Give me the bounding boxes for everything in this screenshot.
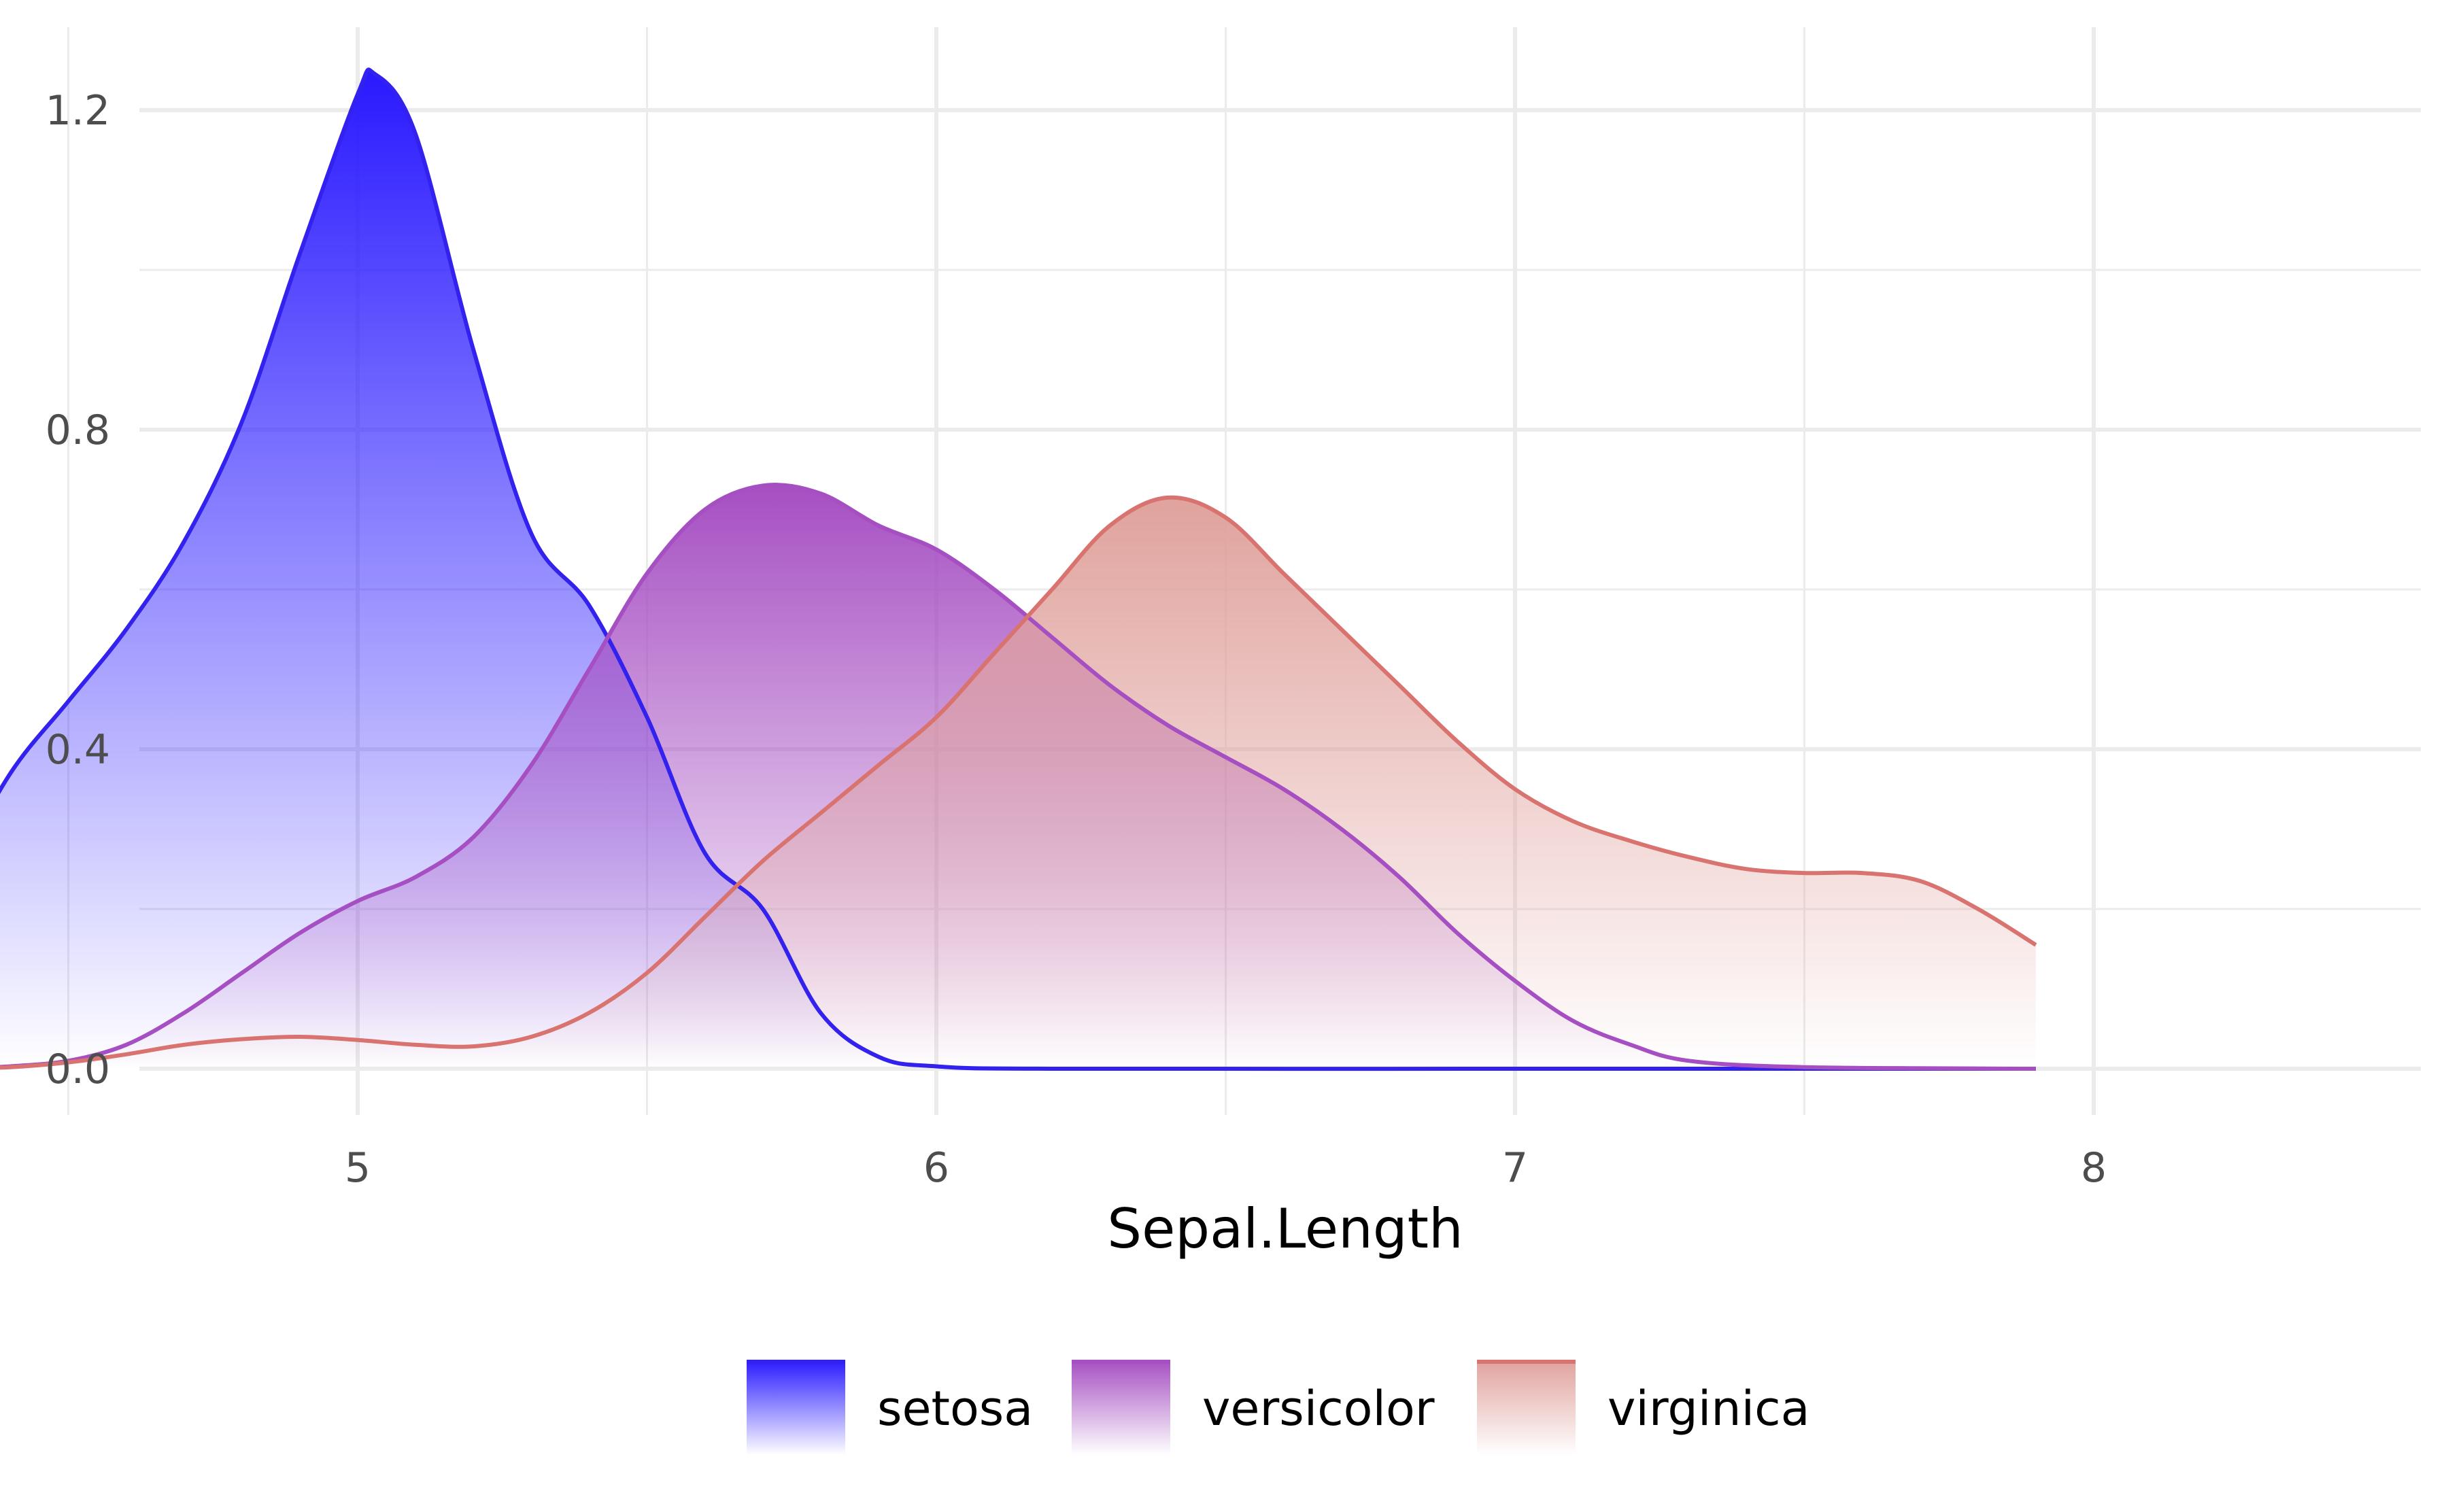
density-line-virginica: [0, 495, 2037, 1070]
x-tick-label: 7: [1502, 1144, 1528, 1192]
density-area-virginica: [0, 497, 2036, 1069]
density-lines: [0, 67, 2037, 1071]
legend-item-versicolor: versicolor: [1072, 1360, 1435, 1455]
x-tick-label: 6: [923, 1144, 949, 1192]
density-areas: [0, 69, 2036, 1069]
y-tick-label: 0.8: [46, 407, 110, 454]
legend-label-versicolor: versicolor: [1202, 1381, 1435, 1437]
x-axis-ticks: 5 6 7 8: [345, 1144, 2107, 1192]
y-axis-ticks: 0.0 0.4 0.8 1.2: [46, 87, 110, 1093]
y-tick-label: 1.2: [46, 87, 110, 135]
legend-item-setosa: setosa: [747, 1360, 1033, 1455]
legend-item-virginica: virginica: [1477, 1360, 1810, 1455]
x-tick-label: 8: [2081, 1144, 2107, 1192]
legend-label-virginica: virginica: [1608, 1381, 1810, 1437]
x-axis-title: Sepal.Length: [1107, 1197, 1463, 1260]
legend-key-setosa: [747, 1360, 845, 1455]
y-tick-label: 0.0: [46, 1046, 110, 1093]
density-line-versicolor: [0, 483, 2036, 1071]
legend-key-virginica: [1477, 1360, 1576, 1455]
y-tick-label: 0.4: [46, 726, 110, 774]
x-tick-label: 5: [345, 1144, 371, 1192]
legend-label-setosa: setosa: [877, 1381, 1033, 1437]
legend: setosa versicolor virginica: [747, 1360, 1810, 1455]
legend-key-versicolor: [1072, 1360, 1170, 1455]
density-line-setosa: [0, 67, 2036, 1071]
